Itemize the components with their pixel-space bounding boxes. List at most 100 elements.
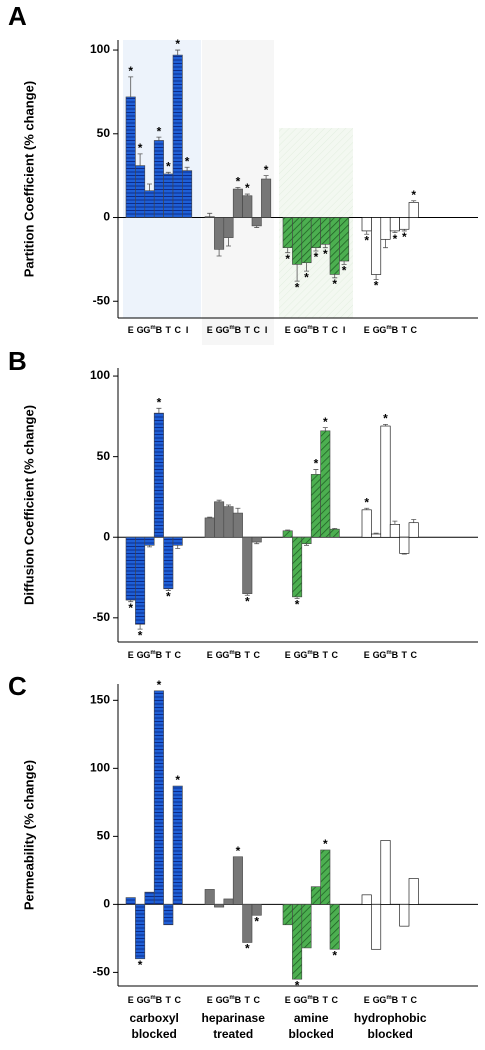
significance-marker: * [157,124,162,138]
x-tick-label: G [294,650,301,660]
error-bar [207,212,213,217]
y-tick-label: -50 [93,965,111,979]
panel-label: A [8,1,27,31]
error-bar [341,261,347,265]
x-tick-label: B [392,995,399,1005]
bar [204,216,215,218]
x-tick-label: T [166,650,172,660]
bar [153,140,164,218]
x-tick-label: C [331,650,338,660]
error-bar [216,249,222,257]
error-bar [373,532,379,535]
bar [182,170,193,218]
x-tick-label: E [207,325,213,335]
significance-marker: * [138,958,143,972]
significance-marker: * [332,948,337,962]
significance-marker: * [264,163,269,177]
bar [310,886,321,905]
x-tick-label: E [285,325,291,335]
bar [329,217,340,275]
bar [223,217,234,238]
x-tick-label: E [207,995,213,1005]
x-tick-label: E [207,650,213,660]
bar [361,217,372,232]
bar [172,54,183,218]
x-tick-label: T [245,995,251,1005]
y-tick-label: -50 [93,293,111,307]
x-tick-label: E [128,995,134,1005]
bar [163,904,174,926]
bar [320,849,331,905]
error-bar [285,247,291,254]
error-bar [156,407,162,414]
bar [399,217,410,230]
bar [125,96,136,218]
group-label: hydrophobic [354,1011,427,1025]
x-tick-label: C [174,650,181,660]
bar [339,217,350,262]
x-tick-label: Gm [300,650,312,661]
bar [282,530,293,538]
bar [380,840,391,905]
bar [251,536,262,543]
x-tick-label: Gm [379,650,391,661]
bar [153,690,164,905]
error-bar [411,200,417,203]
x-tick-label: B [156,650,163,660]
y-tick-label: 50 [97,449,111,463]
error-bar [216,499,222,502]
significance-marker: * [138,628,143,642]
bar [292,536,303,598]
error-bar [332,527,338,530]
error-bar [322,244,328,249]
error-bar [364,230,370,235]
x-tick-label: T [323,325,329,335]
panel-label: B [8,346,27,376]
significance-marker: * [128,601,133,615]
error-bar [207,516,213,518]
error-bar [401,229,407,232]
x-tick-label: C [253,650,260,660]
x-tick-label: Gm [300,325,312,336]
significance-marker: * [295,280,300,294]
y-tick-label: 100 [90,761,110,775]
error-bar [147,545,152,548]
significance-marker: * [323,837,328,851]
error-bar [156,136,162,141]
bar [125,536,136,601]
panel-label: C [8,671,27,701]
bar [292,217,303,265]
y-tick-label: 100 [90,42,110,56]
y-tick-label: 50 [97,829,111,843]
significance-marker: * [374,279,379,293]
error-bar [128,600,134,603]
error-bar [263,175,269,179]
error-bar [383,239,388,249]
x-tick-label: E [364,995,370,1005]
error-bar [244,593,250,596]
y-tick-label: 0 [103,897,110,911]
bar [163,173,174,218]
significance-marker: * [383,412,388,426]
x-tick-label: B [392,650,399,660]
bar [144,536,155,546]
bar [320,430,331,538]
y-tick-label: 0 [103,529,110,543]
significance-marker: * [314,250,319,264]
bar [282,904,293,926]
x-tick-label: B [313,325,320,335]
x-tick-label: T [245,325,251,335]
bar [408,202,419,218]
x-tick-label: Gm [143,650,155,661]
error-bar [313,469,319,475]
error-bar [137,153,143,166]
bar [408,522,419,538]
error-bar [226,237,231,247]
x-tick-label: B [156,995,163,1005]
significance-marker: * [364,233,369,247]
bar [380,217,391,240]
error-bar [165,588,171,591]
error-bar [137,624,143,630]
bar [371,217,382,275]
x-tick-label: C [410,650,417,660]
